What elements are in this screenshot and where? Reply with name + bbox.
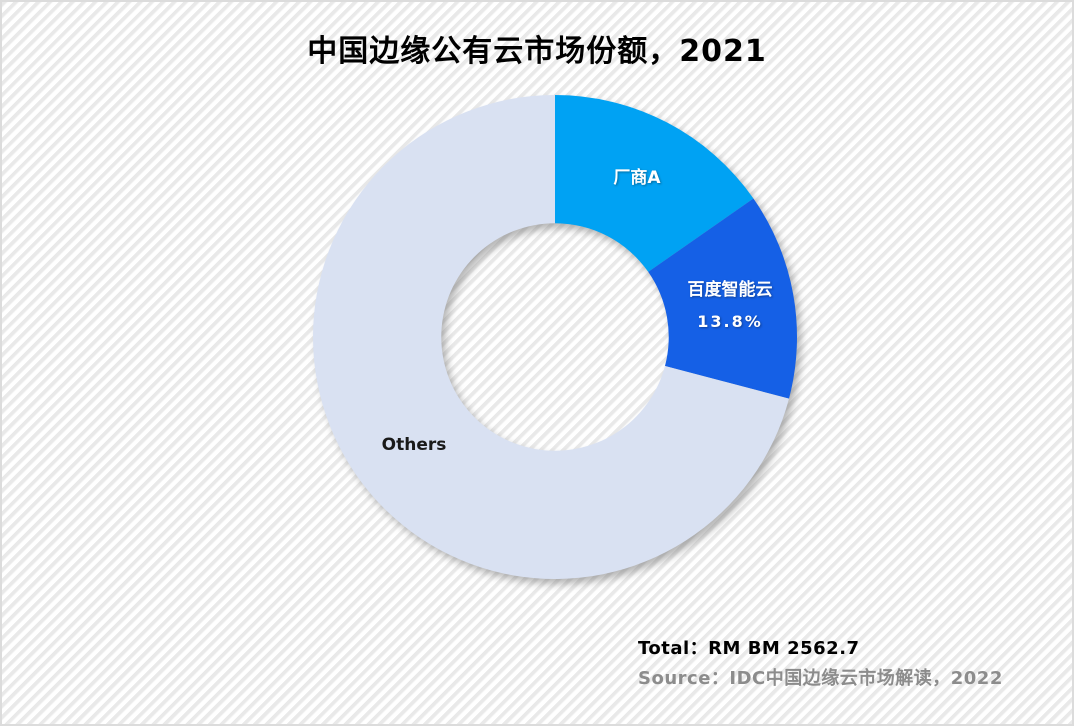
source-label: Source：IDC中国边缘云市场解读，2022 bbox=[638, 668, 1003, 689]
total-label: Total：RM BM 2562.7 bbox=[638, 638, 860, 659]
donut-slice-2 bbox=[312, 95, 790, 579]
donut-slice-1 bbox=[648, 198, 797, 399]
chart-title: 中国边缘公有云市场份额，2021 bbox=[307, 34, 767, 69]
donut-slice-0 bbox=[555, 95, 754, 272]
